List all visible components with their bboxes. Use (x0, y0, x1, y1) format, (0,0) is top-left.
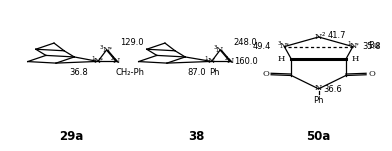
Text: 41.7: 41.7 (327, 31, 346, 40)
Text: 160.0: 160.0 (234, 57, 258, 66)
Text: Ph: Ph (210, 68, 220, 77)
Text: 1: 1 (205, 56, 208, 61)
Text: 3: 3 (277, 41, 281, 46)
Text: *: * (100, 58, 103, 63)
Text: N: N (216, 46, 223, 54)
Text: N: N (315, 84, 322, 92)
Text: N: N (102, 46, 110, 54)
Text: O: O (368, 70, 375, 78)
Text: N: N (113, 57, 120, 65)
Text: Ph: Ph (313, 96, 324, 105)
Text: 2: 2 (321, 32, 325, 37)
Text: 3: 3 (100, 45, 103, 50)
Text: *: * (109, 46, 112, 51)
Text: 2: 2 (111, 56, 114, 61)
Text: N: N (207, 57, 215, 65)
Text: 1: 1 (91, 56, 94, 61)
Text: 87.0: 87.0 (187, 68, 206, 77)
Text: 35.8: 35.8 (363, 42, 381, 51)
Text: 2: 2 (225, 56, 228, 61)
Text: 38: 38 (188, 130, 204, 143)
Text: 49.4: 49.4 (252, 42, 271, 51)
Text: N: N (280, 42, 287, 50)
Text: CH₂-Ph: CH₂-Ph (115, 68, 144, 77)
Text: 36.6: 36.6 (323, 85, 342, 94)
Text: 36.8: 36.8 (69, 68, 88, 77)
Text: H: H (278, 55, 285, 63)
Text: N: N (314, 33, 322, 41)
Text: 248.0: 248.0 (234, 38, 258, 47)
Text: 1: 1 (347, 41, 351, 46)
Text: *: * (286, 43, 289, 48)
Text: N: N (94, 57, 101, 65)
Text: O: O (262, 70, 269, 78)
Text: Bu: Bu (368, 41, 380, 50)
Text: 129.0: 129.0 (120, 38, 144, 47)
Text: N: N (350, 42, 358, 50)
Text: N: N (227, 57, 234, 65)
Text: *: * (356, 43, 358, 48)
Text: 3: 3 (213, 45, 217, 50)
Text: 50a: 50a (307, 130, 331, 143)
Text: 29a: 29a (59, 130, 83, 143)
Text: H: H (352, 55, 359, 63)
